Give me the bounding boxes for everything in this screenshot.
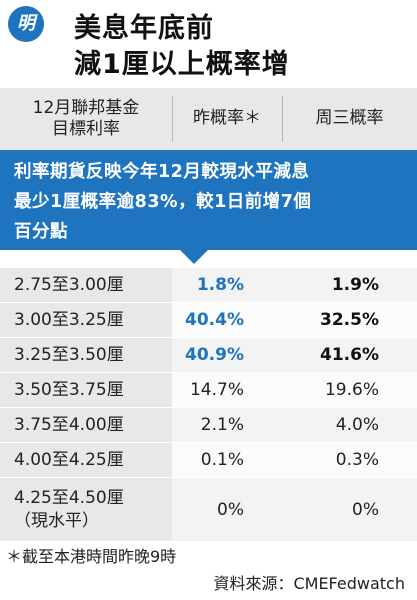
rate-range-cell: 3.00至3.25厘 bbox=[0, 303, 172, 337]
column-header-rate: 12月聯邦基金 目標利率 bbox=[0, 88, 172, 150]
table-row: 3.50至3.75厘 14.7% 19.6% bbox=[0, 373, 417, 408]
column-header-rate-line2: 目標利率 bbox=[51, 119, 120, 139]
rate-range: 2.75至3.00厘 bbox=[14, 274, 124, 295]
summary-banner: 利率期貨反映今年12月較現水平減息 最少1厘概率逾83%，較1日前增7個 百分點 bbox=[0, 150, 417, 250]
rate-range: 3.50至3.75厘 bbox=[14, 379, 124, 400]
table-row: 4.25至4.50厘 （現水平） 0% 0% bbox=[0, 478, 417, 542]
rate-range: 3.75至4.00厘 bbox=[14, 414, 124, 435]
column-header-wednesday: 周三概率 bbox=[315, 108, 384, 129]
column-header-rate-line1: 12月聯邦基金 bbox=[32, 97, 140, 118]
yesterday-probability: 2.1% bbox=[172, 408, 282, 442]
banner-line1: 利率期貨反映今年12月較現水平減息 bbox=[14, 162, 310, 182]
footnote: ＊截至本港時間昨晚9時 bbox=[6, 547, 177, 566]
banner-line3: 百分點 bbox=[14, 222, 68, 242]
column-divider bbox=[172, 96, 173, 142]
rate-range: 3.25至3.50厘 bbox=[14, 344, 124, 365]
table-row: 3.00至3.25厘 40.4% 32.5% bbox=[0, 303, 417, 338]
banner-line2: 最少1厘概率逾83%，較1日前增7個 bbox=[14, 192, 312, 212]
wednesday-probability: 0% bbox=[282, 478, 417, 541]
logo-icon: 明 bbox=[8, 6, 44, 42]
column-divider bbox=[282, 96, 283, 142]
page-title-line2: 減1厘以上概率增 bbox=[74, 49, 290, 80]
banner-pointer-icon bbox=[180, 250, 208, 264]
rate-range: 4.25至4.50厘 bbox=[14, 487, 124, 508]
wednesday-probability: 41.6% bbox=[282, 338, 417, 372]
source-credit: 資料來源：CMEFedwatch bbox=[213, 574, 405, 593]
wednesday-probability: 32.5% bbox=[282, 303, 417, 337]
probability-table: 2.75至3.00厘 1.8% 1.9% 3.00至3.25厘 40.4% 32… bbox=[0, 268, 417, 542]
column-header-yesterday: 昨概率＊ bbox=[193, 108, 261, 129]
rate-range-cell: 4.00至4.25厘 bbox=[0, 443, 172, 477]
yesterday-probability: 40.4% bbox=[172, 303, 282, 337]
table-row: 3.75至4.00厘 2.1% 4.0% bbox=[0, 408, 417, 443]
rate-range-cell: 3.25至3.50厘 bbox=[0, 338, 172, 372]
wednesday-probability: 4.0% bbox=[282, 408, 417, 442]
yesterday-probability: 1.8% bbox=[172, 268, 282, 302]
table-row: 2.75至3.00厘 1.8% 1.9% bbox=[0, 268, 417, 303]
rate-range-cell: 3.75至4.00厘 bbox=[0, 408, 172, 442]
rate-range: 4.00至4.25厘 bbox=[14, 449, 124, 470]
header: 明 美息年底前 減1厘以上概率增 bbox=[0, 0, 417, 84]
column-headers: 12月聯邦基金 目標利率 昨概率＊ 周三概率 bbox=[0, 88, 417, 150]
table-row: 4.00至4.25厘 0.1% 0.3% bbox=[0, 443, 417, 478]
rate-range-note: （現水平） bbox=[14, 510, 99, 531]
yesterday-probability: 40.9% bbox=[172, 338, 282, 372]
rate-range: 3.00至3.25厘 bbox=[14, 309, 124, 330]
rate-range-cell: 2.75至3.00厘 bbox=[0, 268, 172, 302]
yesterday-probability: 0.1% bbox=[172, 443, 282, 477]
wednesday-probability: 19.6% bbox=[282, 373, 417, 407]
rate-range-cell: 4.25至4.50厘 （現水平） bbox=[0, 478, 172, 541]
page-title-line1: 美息年底前 bbox=[74, 13, 214, 44]
rate-range-cell: 3.50至3.75厘 bbox=[0, 373, 172, 407]
wednesday-probability: 1.9% bbox=[282, 268, 417, 302]
yesterday-probability: 14.7% bbox=[172, 373, 282, 407]
wednesday-probability: 0.3% bbox=[282, 443, 417, 477]
table-row: 3.25至3.50厘 40.9% 41.6% bbox=[0, 338, 417, 373]
yesterday-probability: 0% bbox=[172, 478, 282, 541]
